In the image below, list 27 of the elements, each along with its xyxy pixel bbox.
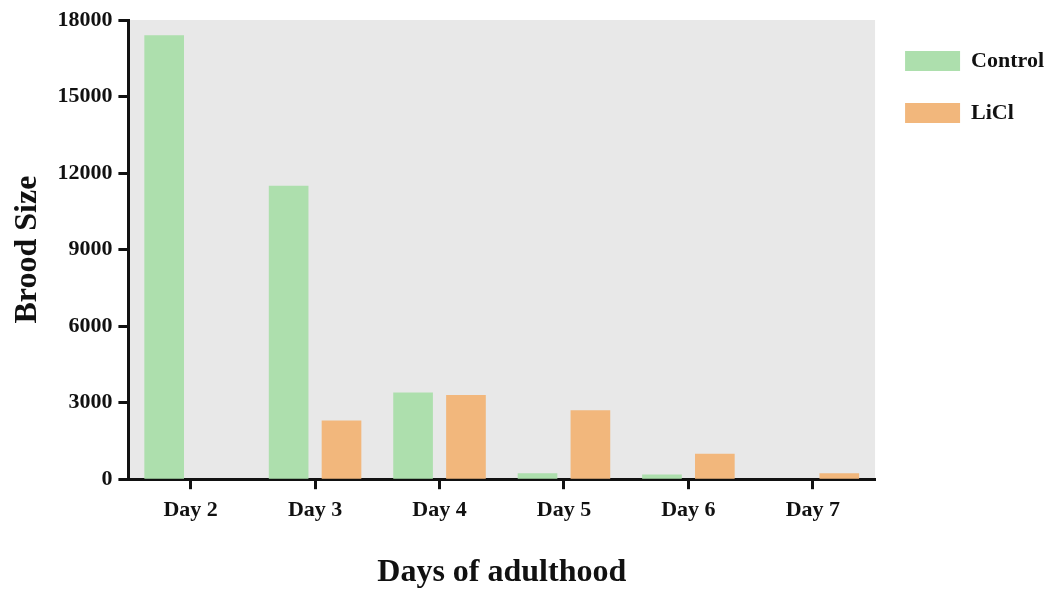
bar	[144, 35, 185, 479]
y-tick-label: 15000	[57, 82, 113, 108]
bar	[819, 473, 860, 479]
x-axis-title: Days of adulthood	[377, 552, 627, 589]
x-tick-label: Day 2	[163, 496, 218, 522]
bar	[446, 395, 486, 479]
bar	[642, 474, 682, 479]
x-tick-label: Day 6	[661, 496, 716, 522]
y-tick-label: 12000	[57, 158, 113, 184]
x-tick-label: Day 5	[536, 496, 592, 522]
y-tick-label: 9000	[68, 235, 113, 261]
bar	[393, 392, 433, 479]
x-tick-label: Day 3	[287, 496, 343, 522]
bar	[570, 410, 611, 479]
x-tick-label: Day 7	[785, 496, 841, 522]
bar	[695, 453, 735, 479]
y-tick-label: 3000	[68, 388, 113, 414]
y-tick-label: 6000	[68, 311, 113, 337]
bar	[517, 473, 558, 479]
legend-label: LiCl	[971, 98, 1014, 124]
y-tick-label: 0	[101, 464, 113, 490]
x-tick-label: Day 4	[412, 496, 467, 522]
y-axis-title: Brood Size	[7, 175, 44, 324]
y-tick-label: 18000	[57, 5, 113, 31]
bar	[268, 185, 309, 479]
legend-label: Control	[971, 46, 1045, 72]
bar	[321, 420, 362, 479]
